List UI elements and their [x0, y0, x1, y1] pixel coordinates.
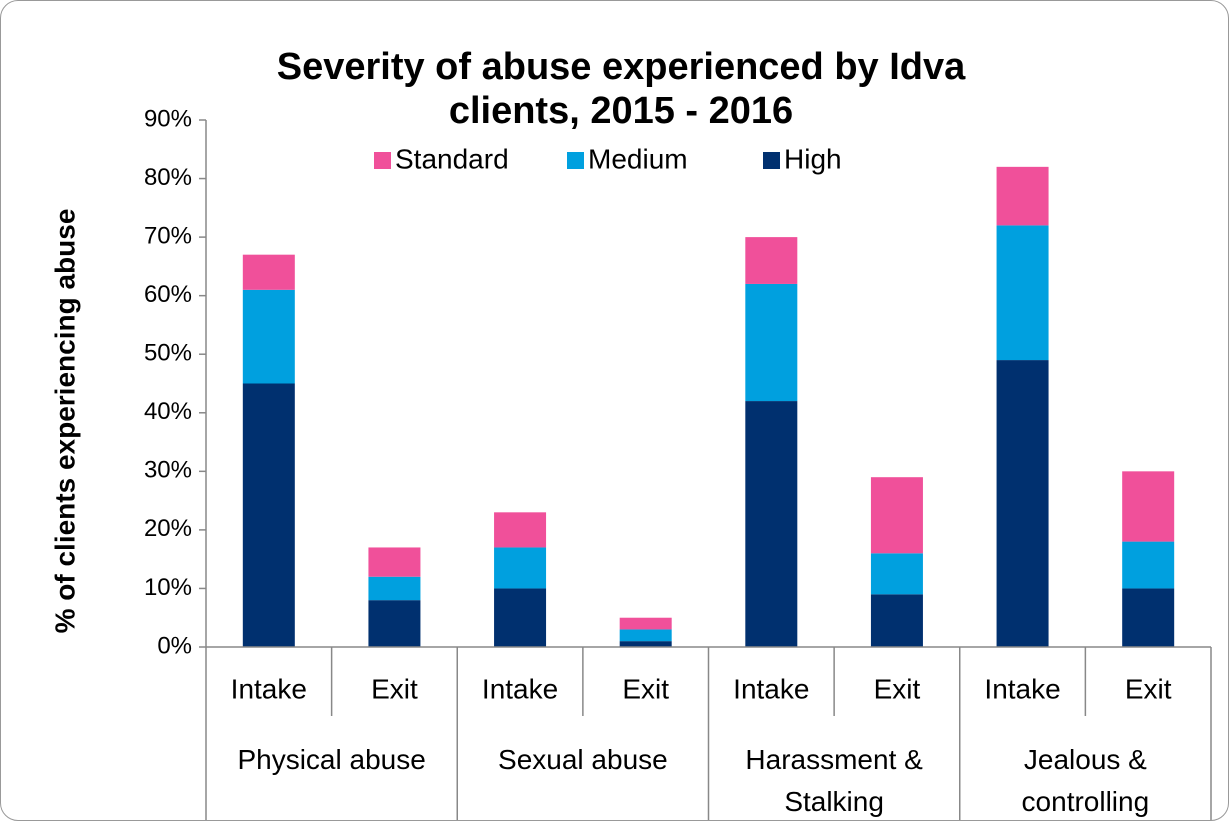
bar-segment — [745, 237, 798, 284]
bar-segment — [242, 289, 295, 384]
legend-swatch — [374, 152, 391, 169]
group-label: Sexual abuse — [498, 744, 668, 775]
legend-label: Medium — [588, 143, 688, 174]
y-tick-label: 0% — [157, 632, 192, 659]
bar-segment — [242, 254, 295, 290]
y-tick-label: 10% — [144, 574, 192, 601]
x-tick-label: Exit — [874, 673, 921, 704]
x-tick-label: Intake — [733, 673, 809, 704]
bar-segment — [870, 594, 923, 647]
y-tick-label: 50% — [144, 340, 192, 367]
bar-segment — [368, 547, 421, 577]
y-tick-label: 20% — [144, 515, 192, 542]
legend-label: High — [784, 143, 842, 174]
bar-segment — [368, 576, 421, 601]
x-tick-label: Exit — [371, 673, 418, 704]
bar-segment — [494, 547, 547, 589]
y-tick-label: 90% — [144, 105, 192, 132]
chart-title: Severity of abuse experienced by Idva cl… — [276, 46, 966, 132]
x-tick-label: Exit — [1125, 673, 1172, 704]
bar-segment — [870, 553, 923, 595]
x-tick-label: Intake — [482, 673, 558, 704]
x-tick-label: Exit — [622, 673, 669, 704]
bar-segment — [745, 283, 798, 402]
group-label: Physical abuse — [237, 744, 426, 775]
bar-segment — [1122, 471, 1175, 542]
y-tick-label: 80% — [144, 164, 192, 191]
y-tick-label: 40% — [144, 398, 192, 425]
bar-segment — [242, 383, 295, 647]
bar-segment — [368, 600, 421, 647]
group-label: Jealous & controlling — [1021, 744, 1150, 817]
bar-segment — [494, 588, 547, 647]
legend-swatch — [763, 152, 780, 169]
bar-segment — [996, 360, 1049, 647]
bar-segment — [996, 225, 1049, 361]
legend-swatch — [567, 152, 584, 169]
bar-segment — [619, 629, 672, 642]
bar-segment — [619, 617, 672, 630]
x-tick-label: Intake — [984, 673, 1060, 704]
bar-segment — [619, 641, 672, 647]
y-tick-label: 70% — [144, 222, 192, 249]
bar-segment — [1122, 588, 1175, 647]
bar-segment — [494, 512, 547, 548]
group-label: Harassment & Stalking — [745, 744, 923, 817]
bar-segment — [870, 477, 923, 554]
y-axis-label: % of clients experiencing abuse — [49, 209, 80, 634]
y-tick-label: 30% — [144, 457, 192, 484]
x-tick-label: Intake — [231, 673, 307, 704]
bar-segment — [996, 166, 1049, 226]
legend-label: Standard — [395, 143, 509, 174]
bar-segment — [745, 401, 798, 647]
bar-segment — [1122, 541, 1175, 589]
y-tick-label: 60% — [144, 281, 192, 308]
